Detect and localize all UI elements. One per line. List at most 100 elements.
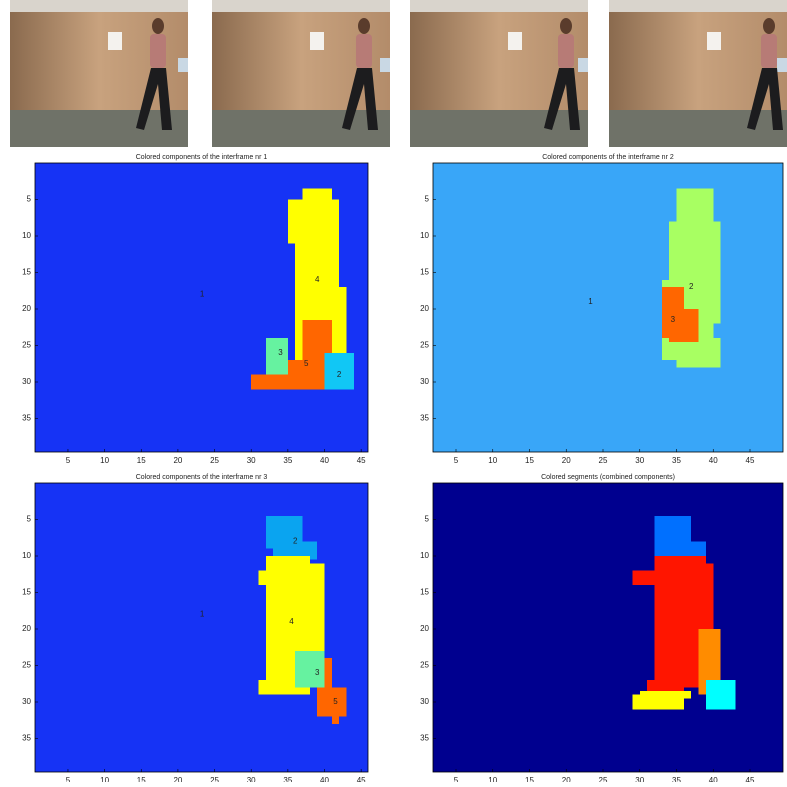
component-label: 3 — [315, 668, 320, 677]
component-label: 5 — [304, 359, 309, 368]
segment — [317, 687, 346, 716]
segment — [669, 221, 720, 279]
x-tick-label: 25 — [210, 456, 219, 465]
segment — [640, 691, 691, 698]
x-tick-label: 25 — [599, 456, 608, 465]
y-tick-label: 5 — [425, 195, 430, 204]
photo — [212, 0, 390, 147]
x-tick-label: 30 — [635, 456, 644, 465]
panel: Colored components of the interframe nr … — [22, 474, 368, 782]
segment — [699, 338, 721, 367]
panel: Colored components of the interframe nr … — [22, 154, 368, 465]
x-tick-label: 20 — [173, 776, 182, 782]
y-tick-label: 15 — [22, 588, 31, 597]
panel-title: Colored components of the interframe nr … — [136, 154, 268, 161]
x-tick-label: 5 — [66, 456, 71, 465]
y-tick-label: 30 — [420, 377, 429, 386]
segment — [295, 651, 324, 688]
segment — [303, 563, 325, 658]
photo-torso — [558, 34, 574, 68]
photo-monitor — [380, 58, 390, 72]
y-tick-label: 35 — [22, 414, 31, 423]
x-tick-label: 15 — [525, 776, 534, 782]
x-tick-label: 35 — [672, 456, 681, 465]
x-tick-label: 40 — [320, 456, 329, 465]
x-tick-label: 35 — [672, 776, 681, 782]
segment — [266, 338, 288, 375]
image-background — [433, 163, 783, 452]
x-tick-label: 5 — [454, 456, 459, 465]
x-tick-label: 45 — [746, 776, 755, 782]
x-tick-label: 40 — [320, 776, 329, 782]
segment — [259, 571, 274, 586]
y-tick-label: 25 — [420, 661, 429, 670]
segment — [251, 375, 280, 390]
photo-paper — [707, 32, 721, 50]
figure: Colored components of the interframe nr … — [0, 0, 787, 782]
segment — [684, 666, 699, 688]
photo-torso — [356, 34, 372, 68]
photo-ceiling — [609, 0, 787, 12]
photo — [410, 0, 588, 147]
y-tick-label: 30 — [420, 697, 429, 706]
x-tick-label: 25 — [210, 776, 219, 782]
photo-ceiling — [10, 0, 188, 12]
x-tick-label: 15 — [137, 776, 146, 782]
y-tick-label: 15 — [22, 268, 31, 277]
panel: Colored components of the interframe nr … — [420, 154, 783, 465]
y-tick-label: 35 — [22, 734, 31, 743]
x-tick-label: 40 — [709, 776, 718, 782]
photo-monitor — [777, 58, 787, 72]
y-tick-label: 25 — [22, 341, 31, 350]
component-label: 1 — [200, 610, 205, 619]
x-tick-label: 5 — [454, 776, 459, 782]
component-label: 2 — [293, 537, 298, 546]
photo-torso — [761, 34, 777, 68]
x-tick-label: 10 — [488, 456, 497, 465]
component-label: 3 — [278, 348, 283, 357]
y-tick-label: 30 — [22, 377, 31, 386]
photo-floor — [410, 110, 588, 147]
photo-monitor — [178, 58, 188, 72]
x-tick-label: 15 — [137, 456, 146, 465]
y-tick-label: 20 — [420, 304, 429, 313]
segment — [632, 571, 661, 586]
component-label: 2 — [337, 370, 342, 379]
segment — [288, 221, 303, 239]
photo-ceiling — [410, 0, 588, 12]
photo-floor — [212, 110, 390, 147]
x-tick-label: 35 — [283, 456, 292, 465]
x-tick-label: 45 — [357, 456, 366, 465]
photo-head — [152, 18, 164, 34]
segment — [325, 658, 332, 687]
x-tick-label: 30 — [635, 776, 644, 782]
segment — [706, 680, 735, 709]
photo-head — [763, 18, 775, 34]
y-tick-label: 30 — [22, 697, 31, 706]
image-background — [433, 483, 783, 772]
segment — [669, 309, 698, 342]
segment — [332, 717, 339, 724]
photo — [609, 0, 787, 147]
photo-head — [358, 18, 370, 34]
component-label: 4 — [315, 275, 320, 284]
x-tick-label: 30 — [247, 456, 256, 465]
x-tick-label: 30 — [247, 776, 256, 782]
component-label: 4 — [289, 617, 294, 626]
segment — [677, 189, 714, 222]
photo-ceiling — [212, 0, 390, 12]
x-tick-label: 15 — [525, 456, 534, 465]
photo — [10, 0, 188, 147]
photo-floor — [609, 110, 787, 147]
y-tick-label: 15 — [420, 268, 429, 277]
photo-head — [560, 18, 572, 34]
x-tick-label: 5 — [66, 776, 71, 782]
component-label: 3 — [671, 315, 676, 324]
x-tick-label: 45 — [746, 456, 755, 465]
photo-paper — [508, 32, 522, 50]
x-tick-label: 10 — [100, 776, 109, 782]
y-tick-label: 20 — [22, 624, 31, 633]
photo-paper — [310, 32, 324, 50]
y-tick-label: 5 — [425, 515, 430, 524]
segment — [259, 680, 274, 695]
